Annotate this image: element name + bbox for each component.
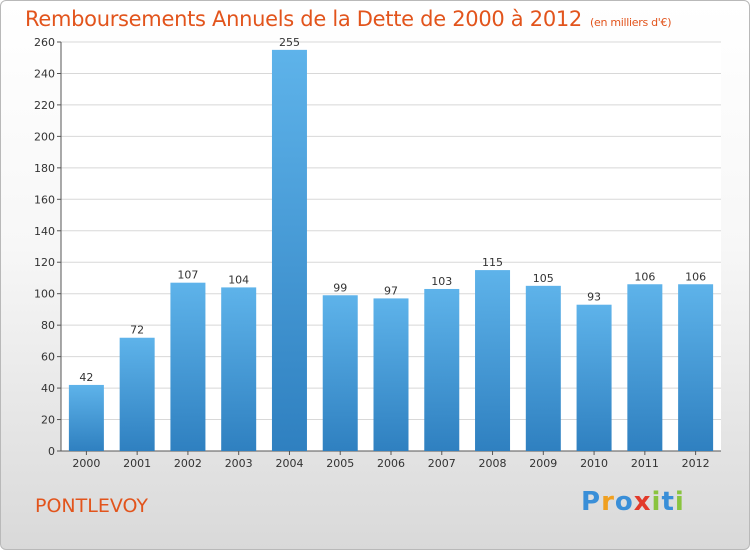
bar [576, 304, 612, 451]
bar [475, 270, 511, 451]
data-label: 42 [79, 371, 93, 384]
y-tick-label: 200 [34, 130, 55, 143]
y-tick-label: 220 [34, 99, 55, 112]
bar [271, 49, 307, 451]
bar [424, 288, 460, 451]
logo-letter: i [674, 487, 685, 517]
y-tick-label: 120 [34, 256, 55, 269]
city-name: PONTLEVOY [35, 495, 149, 517]
x-tick-label: 2002 [174, 457, 202, 470]
logo-letter: P [581, 487, 602, 517]
y-tick-label: 40 [41, 382, 55, 395]
data-label: 105 [533, 272, 554, 285]
data-label: 97 [384, 284, 398, 297]
data-label: 255 [279, 36, 300, 49]
data-label: 93 [587, 291, 601, 304]
x-tick-label: 2006 [377, 457, 405, 470]
x-tick-label: 2000 [72, 457, 100, 470]
x-tick-label: 2001 [123, 457, 151, 470]
data-label: 106 [634, 270, 655, 283]
bar [678, 284, 714, 451]
data-label: 99 [333, 281, 347, 294]
bar [373, 298, 409, 451]
logo-letter: r [601, 487, 615, 517]
y-tick-label: 60 [41, 351, 55, 364]
chart-subtitle: (en milliers d'€) [590, 16, 672, 29]
y-tick-label: 140 [34, 225, 55, 238]
logo-letter: o [614, 487, 634, 517]
x-tick-label: 2007 [428, 457, 456, 470]
data-label: 103 [431, 275, 452, 288]
x-tick-label: 2009 [529, 457, 557, 470]
bar [68, 384, 104, 451]
bar [119, 337, 155, 451]
bar [525, 285, 561, 451]
y-tick-label: 20 [41, 414, 55, 427]
y-tick-label: 100 [34, 288, 55, 301]
data-label: 107 [177, 269, 198, 282]
bar [322, 295, 358, 451]
x-tick-label: 2004 [275, 457, 303, 470]
bar [221, 287, 257, 451]
y-tick-label: 80 [41, 319, 55, 332]
logo-letter: x [633, 487, 652, 517]
data-label: 72 [130, 324, 144, 337]
x-tick-label: 2010 [580, 457, 608, 470]
y-tick-label: 0 [48, 445, 55, 458]
bar [627, 284, 663, 451]
logo-letter: i [651, 487, 662, 517]
chart-title-text: Remboursements Annuels de la Dette de 20… [25, 7, 582, 31]
x-tick-label: 2008 [479, 457, 507, 470]
proxiti-logo: Proxiti [581, 487, 685, 517]
y-tick-label: 180 [34, 162, 55, 175]
bar [170, 282, 206, 451]
x-tick-label: 2012 [682, 457, 710, 470]
data-label: 104 [228, 273, 249, 286]
x-tick-label: 2005 [326, 457, 354, 470]
data-label: 106 [685, 270, 706, 283]
y-tick-label: 240 [34, 67, 55, 80]
data-label: 115 [482, 256, 503, 269]
y-tick-label: 260 [34, 36, 55, 49]
y-tick-label: 160 [34, 193, 55, 206]
x-tick-label: 2011 [631, 457, 659, 470]
x-tick-label: 2003 [225, 457, 253, 470]
logo-letter: t [661, 487, 675, 517]
chart-title: Remboursements Annuels de la Dette de 20… [25, 7, 671, 31]
